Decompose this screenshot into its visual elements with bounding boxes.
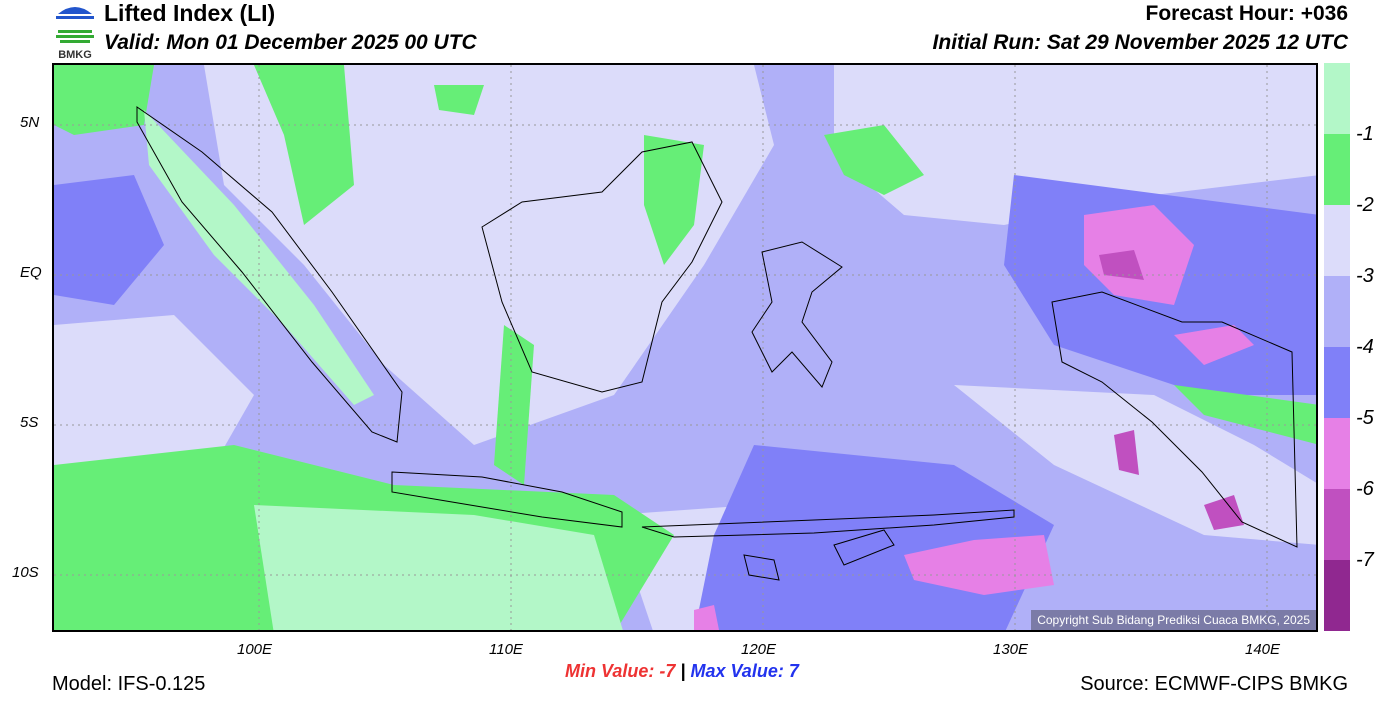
- lon-label: 140E: [1245, 641, 1281, 658]
- legend-label: -6: [1356, 478, 1374, 500]
- model-label: Model: IFS-0.125: [52, 673, 206, 695]
- legend-label: -7: [1356, 549, 1374, 571]
- lifted-index-map: [52, 63, 1318, 632]
- lon-label: 130E: [993, 641, 1029, 658]
- legend-swatch: [1324, 418, 1350, 489]
- lon-label: 110E: [489, 641, 523, 658]
- min-value: -7: [659, 661, 676, 681]
- legend-swatch: [1324, 205, 1350, 276]
- legend-swatch: [1324, 347, 1350, 418]
- min-max-values: Min Value: -7 | Max Value: 7: [565, 661, 799, 682]
- legend-swatch: [1324, 489, 1350, 560]
- lat-label: 10S: [12, 564, 39, 581]
- lat-label: 5N: [20, 114, 40, 131]
- forecast-hour: Forecast Hour: +036: [1145, 2, 1349, 25]
- bmkg-logo: BMKG: [52, 2, 98, 61]
- legend-swatch: [1324, 276, 1350, 347]
- source-label: Source: ECMWF-CIPS BMKG: [1080, 673, 1348, 695]
- color-legend: [1324, 63, 1350, 631]
- lat-label: 5S: [20, 414, 39, 431]
- max-value: 7: [788, 661, 799, 681]
- legend-label: -2: [1356, 194, 1374, 216]
- lon-label: 120E: [741, 641, 777, 658]
- svg-text:BMKG: BMKG: [58, 49, 92, 60]
- min-label: Min Value:: [565, 661, 655, 681]
- legend-label: -5: [1356, 407, 1374, 429]
- legend-swatch: [1324, 134, 1350, 205]
- legend-swatch: [1324, 560, 1350, 631]
- map-title: Lifted Index (LI): [104, 0, 276, 26]
- legend-label: -4: [1356, 336, 1374, 358]
- max-label: Max Value:: [690, 661, 784, 681]
- legend-label: -1: [1356, 123, 1374, 145]
- separator: |: [680, 661, 686, 681]
- valid-time: Valid: Mon 01 December 2025 00 UTC: [104, 31, 477, 54]
- copyright: Copyright Sub Bidang Prediksi Cuaca BMKG…: [1031, 610, 1316, 630]
- lat-label: EQ: [20, 264, 42, 281]
- legend-swatch: [1324, 63, 1350, 134]
- legend-label: -3: [1356, 265, 1374, 287]
- initial-run: Initial Run: Sat 29 November 2025 12 UTC: [932, 31, 1348, 54]
- lon-label: 100E: [237, 641, 273, 658]
